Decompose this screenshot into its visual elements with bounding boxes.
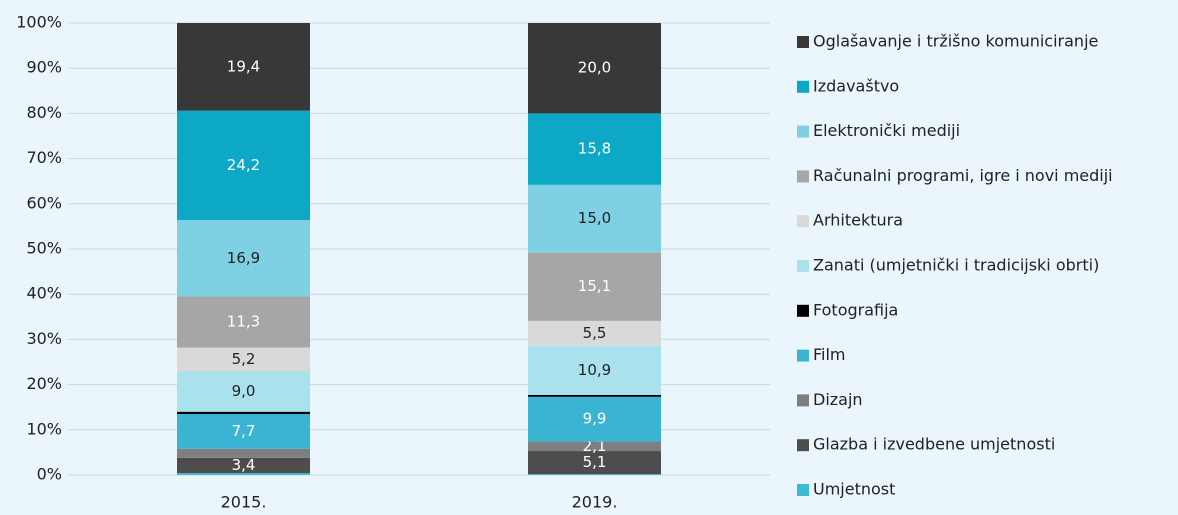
legend-swatch: [797, 260, 809, 272]
legend-swatch: [797, 349, 809, 362]
legend-label: Film: [813, 345, 846, 364]
bar-segment: [177, 296, 310, 348]
value-label: 24,2: [227, 156, 260, 174]
y-tick-label: 20%: [26, 374, 62, 393]
value-label: 3,4: [232, 456, 256, 474]
value-label: 5,5: [583, 324, 607, 342]
bar-segment: [528, 474, 661, 475]
value-label: 9,9: [583, 410, 607, 428]
bar-segment: [177, 371, 310, 412]
value-label: 5,2: [232, 350, 256, 368]
legend-swatch: [797, 394, 809, 407]
y-tick-label: 30%: [26, 329, 62, 348]
x-tick-label: 2019.: [572, 493, 618, 512]
value-label: 11,3: [227, 312, 260, 330]
legend-label: Izdavaštvo: [813, 76, 899, 95]
y-tick-label: 90%: [26, 58, 62, 77]
legend-label: Dizajn: [813, 390, 863, 409]
value-label: 16,9: [227, 249, 260, 267]
legend-label: Glazba i izvedbene umjetnosti: [813, 435, 1055, 454]
legend-swatch: [797, 125, 809, 138]
bar-segment: [528, 113, 661, 185]
bar-segment: [528, 441, 661, 452]
bar-segment: [528, 184, 661, 253]
legend-swatch: [797, 439, 809, 452]
bar-segment: [177, 220, 310, 297]
bar-segment: [177, 347, 310, 372]
y-tick-label: 0%: [37, 465, 62, 484]
bar-segment: [528, 394, 661, 397]
bar-segment: [177, 110, 310, 221]
y-tick-label: 40%: [26, 284, 62, 303]
y-tick-label: 10%: [26, 419, 62, 438]
legend-swatch: [797, 304, 809, 317]
value-label: 20,0: [578, 59, 611, 77]
bar-segment: [528, 23, 661, 114]
y-tick-label: 100%: [16, 13, 62, 32]
value-label: 19,4: [227, 57, 260, 75]
value-label: 15,8: [578, 140, 611, 158]
value-label: 5,1: [583, 453, 607, 471]
bar-segment: [177, 448, 310, 458]
legend-label: Arhitektura: [813, 211, 903, 230]
y-tick-label: 80%: [26, 103, 62, 122]
bar-segment: [177, 457, 310, 474]
value-label: 7,7: [232, 422, 256, 440]
bar-segment: [177, 23, 310, 111]
bar-segment: [528, 252, 661, 321]
bar-segment: [177, 413, 310, 449]
value-label: 15,0: [578, 209, 611, 227]
legend-swatch: [797, 484, 809, 496]
y-tick-label: 50%: [26, 239, 62, 258]
value-label: 15,1: [578, 277, 611, 295]
legend-swatch: [797, 215, 809, 228]
value-label: 9,0: [232, 382, 256, 400]
legend-swatch: [797, 36, 809, 48]
bar-segment: [177, 473, 310, 475]
legend-label: Elektronički mediji: [813, 121, 960, 140]
x-tick-label: 2015.: [221, 493, 267, 512]
legend-label: Računalni programi, igre i novi mediji: [813, 166, 1113, 185]
legend-label: Umjetnost: [813, 480, 895, 499]
bar-segment: [177, 411, 310, 414]
legend-label: Oglašavanje i tržišno komuniciranje: [813, 32, 1098, 51]
bar-segment: [528, 451, 661, 475]
legend-swatch: [797, 170, 809, 183]
y-tick-label: 60%: [26, 193, 62, 212]
bar-segment: [528, 320, 661, 346]
y-tick-label: 70%: [26, 148, 62, 167]
legend-label: Zanati (umjetnički i tradicijski obrti): [813, 256, 1099, 275]
bar-segment: [528, 345, 661, 395]
value-label: 10,9: [578, 361, 611, 379]
bar-segment: [528, 396, 661, 442]
legend-label: Fotografija: [813, 300, 898, 319]
legend-swatch: [797, 80, 809, 93]
